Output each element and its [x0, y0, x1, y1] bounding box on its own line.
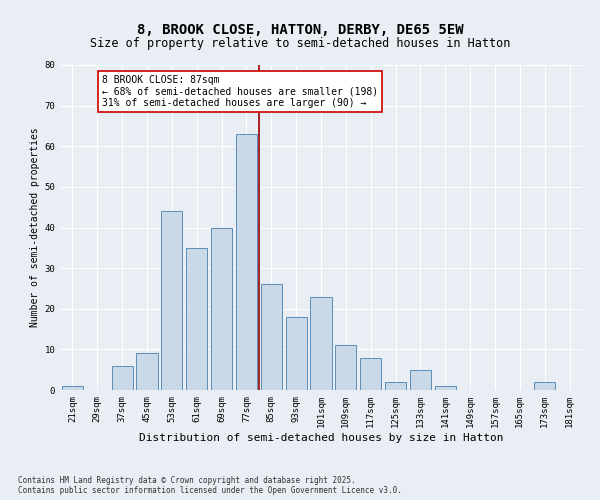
Bar [435, 386, 456, 390]
Bar [286, 317, 307, 390]
Text: 8 BROOK CLOSE: 87sqm
← 68% of semi-detached houses are smaller (198)
31% of semi: 8 BROOK CLOSE: 87sqm ← 68% of semi-detac… [102, 75, 379, 108]
Bar [360, 358, 381, 390]
Bar [534, 382, 555, 390]
Text: 8, BROOK CLOSE, HATTON, DERBY, DE65 5EW: 8, BROOK CLOSE, HATTON, DERBY, DE65 5EW [137, 22, 463, 36]
Bar [236, 134, 257, 390]
Bar [136, 354, 158, 390]
Y-axis label: Number of semi-detached properties: Number of semi-detached properties [30, 128, 40, 328]
Bar [112, 366, 133, 390]
Bar [211, 228, 232, 390]
Text: Size of property relative to semi-detached houses in Hatton: Size of property relative to semi-detach… [90, 38, 510, 51]
Bar [410, 370, 431, 390]
Bar [261, 284, 282, 390]
Text: Contains HM Land Registry data © Crown copyright and database right 2025.
Contai: Contains HM Land Registry data © Crown c… [18, 476, 402, 495]
Bar [385, 382, 406, 390]
Bar [310, 296, 332, 390]
Bar [186, 248, 207, 390]
Bar [161, 211, 182, 390]
X-axis label: Distribution of semi-detached houses by size in Hatton: Distribution of semi-detached houses by … [139, 432, 503, 442]
Bar [62, 386, 83, 390]
Bar [335, 346, 356, 390]
